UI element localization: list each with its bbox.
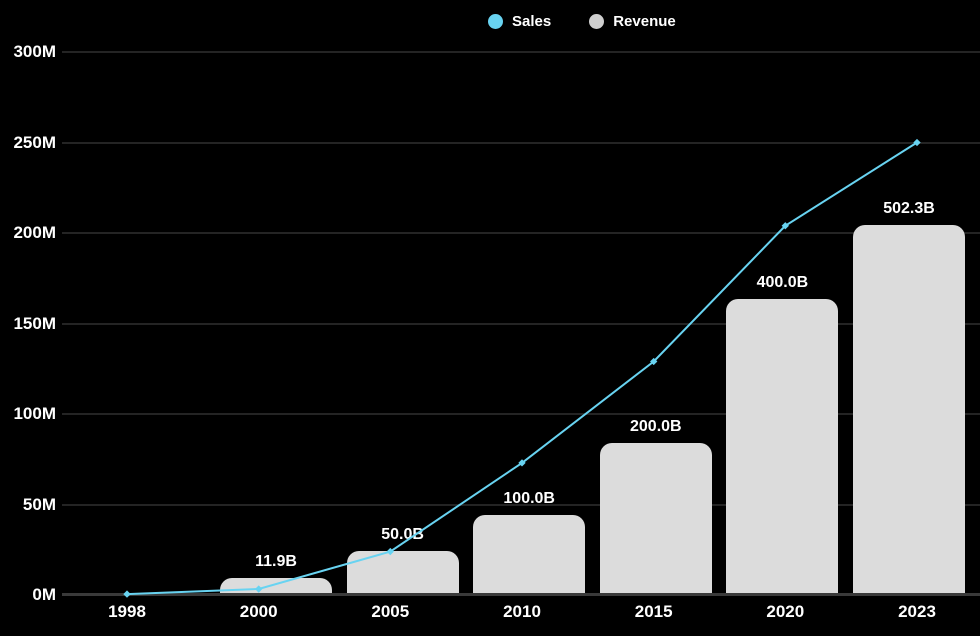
y-axis-tick-label: 300M [13,42,56,61]
gridline [62,141,980,144]
bar-value-label: 400.0B [756,274,809,291]
legend-item-label: Sales [512,13,552,30]
y-axis-tick-label: 150M [13,313,56,333]
bar-2005[interactable] [346,551,459,593]
revenue-swatch-icon [589,14,605,29]
bar-value-label: 100.0B [503,490,555,507]
x-axis-tick-label: 2020 [766,602,805,621]
x-axis-tick-label: 2023 [898,602,936,621]
y-axis-tick-label: 100M [13,404,56,423]
x-axis-tick-label: 2000 [239,602,278,621]
bar-value-label: 11.9B [255,553,297,571]
x-axis-tick-label: 2010 [503,602,541,621]
legend-item-label: Revenue [613,13,676,30]
bar-2020[interactable] [726,299,839,593]
bar-2015[interactable] [599,443,712,593]
sales-swatch-icon [488,14,503,29]
bar-2000[interactable] [220,578,332,593]
gridline [62,232,980,234]
y-axis-tick-label: 50M [22,494,56,514]
x-axis-line [62,593,980,596]
x-axis-tick-label: 1998 [108,602,146,621]
y-axis-tick-label: 200M [13,223,56,242]
bar-2010[interactable] [473,515,586,593]
bar-value-label: 502.3B [883,200,935,218]
gridline [62,322,980,325]
gridline [62,413,980,415]
bar-2023[interactable] [853,225,965,593]
legend: Sales Revenue [488,13,676,30]
sales-point-2015[interactable] [650,357,658,366]
x-axis-tick-label: 2015 [634,602,673,621]
sales-point-2010[interactable] [518,459,526,467]
x-axis-tick-label: 2005 [371,602,410,621]
legend-item-sales[interactable]: Sales [488,13,551,30]
gridline [62,51,980,53]
bar-value-label: 200.0B [630,418,682,435]
y-axis-tick-label: 0M [32,585,56,604]
y-axis-tick-label: 250M [13,132,56,152]
bar-value-label: 50.0B [381,526,424,543]
legend-item-revenue[interactable]: Revenue [589,13,676,30]
sales-point-2020[interactable] [781,222,789,230]
